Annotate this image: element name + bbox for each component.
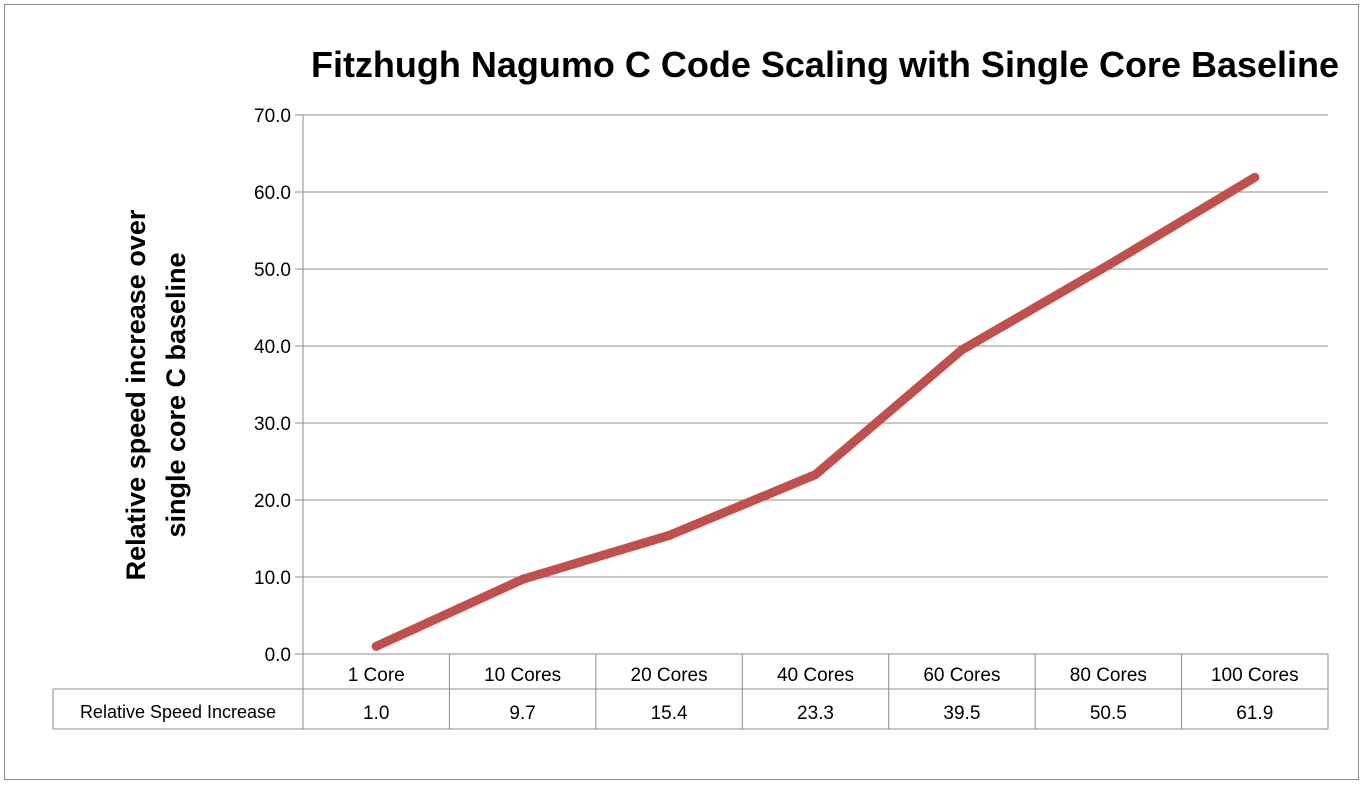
y-tick-label: 40.0	[254, 337, 291, 358]
series-layer	[371, 172, 1260, 651]
y-tick-label: 20.0	[254, 491, 291, 512]
data-point	[1103, 260, 1113, 270]
table-series-name: Relative Speed Increase	[80, 702, 276, 722]
data-point	[811, 470, 820, 480]
data-point	[664, 530, 674, 540]
table-cell-value: 1.0	[363, 703, 389, 724]
x-tick-label: 100 Cores	[1211, 665, 1299, 686]
y-axis-label: Relative speed increase over single core…	[121, 209, 191, 580]
table-cell-value: 61.9	[1236, 703, 1273, 724]
table-cell-value: 15.4	[651, 703, 688, 724]
data-table: 1 Core 10 Cores 20 Cores 40 Cores 60 Cores 80…	[52, 653, 1329, 730]
y-tick-label: 50.0	[254, 260, 291, 281]
chart-title: Fitzhugh Nagumo C Code Scaling with Sing…	[311, 44, 1339, 85]
table-cell-value: 23.3	[797, 703, 834, 724]
series-line	[371, 172, 1260, 651]
y-axis-label-line-2: single core C baseline	[161, 252, 191, 537]
x-tick-label: 40 Cores	[777, 665, 854, 686]
x-tick-label: 10 Cores	[484, 665, 561, 686]
data-point	[371, 641, 381, 651]
y-tick-labels: 0.0 10.0 20.0 30.0 40.0 50.0 60.0 70.0	[254, 106, 291, 666]
chart-frame	[4, 4, 1359, 780]
table-cell-value: 9.7	[509, 703, 535, 724]
x-tick-label: 20 Cores	[631, 665, 708, 686]
data-point	[957, 345, 967, 355]
y-tick-label: 60.0	[254, 183, 291, 204]
x-tick-label: 1 Core	[348, 665, 405, 686]
x-tick-label: 80 Cores	[1070, 665, 1147, 686]
y-axis-label-line-1: Relative speed increase over	[121, 209, 151, 580]
table-cell-value: 50.5	[1090, 703, 1127, 724]
gridlines	[295, 114, 1328, 729]
table-cell-value: 39.5	[943, 703, 980, 724]
data-point	[1250, 172, 1260, 182]
y-tick-label: 30.0	[254, 414, 291, 435]
data-point	[518, 574, 528, 584]
x-tick-label: 60 Cores	[923, 665, 1000, 686]
y-tick-label: 70.0	[254, 106, 291, 127]
y-tick-label: 10.0	[254, 568, 291, 589]
y-tick-label: 0.0	[265, 645, 291, 666]
